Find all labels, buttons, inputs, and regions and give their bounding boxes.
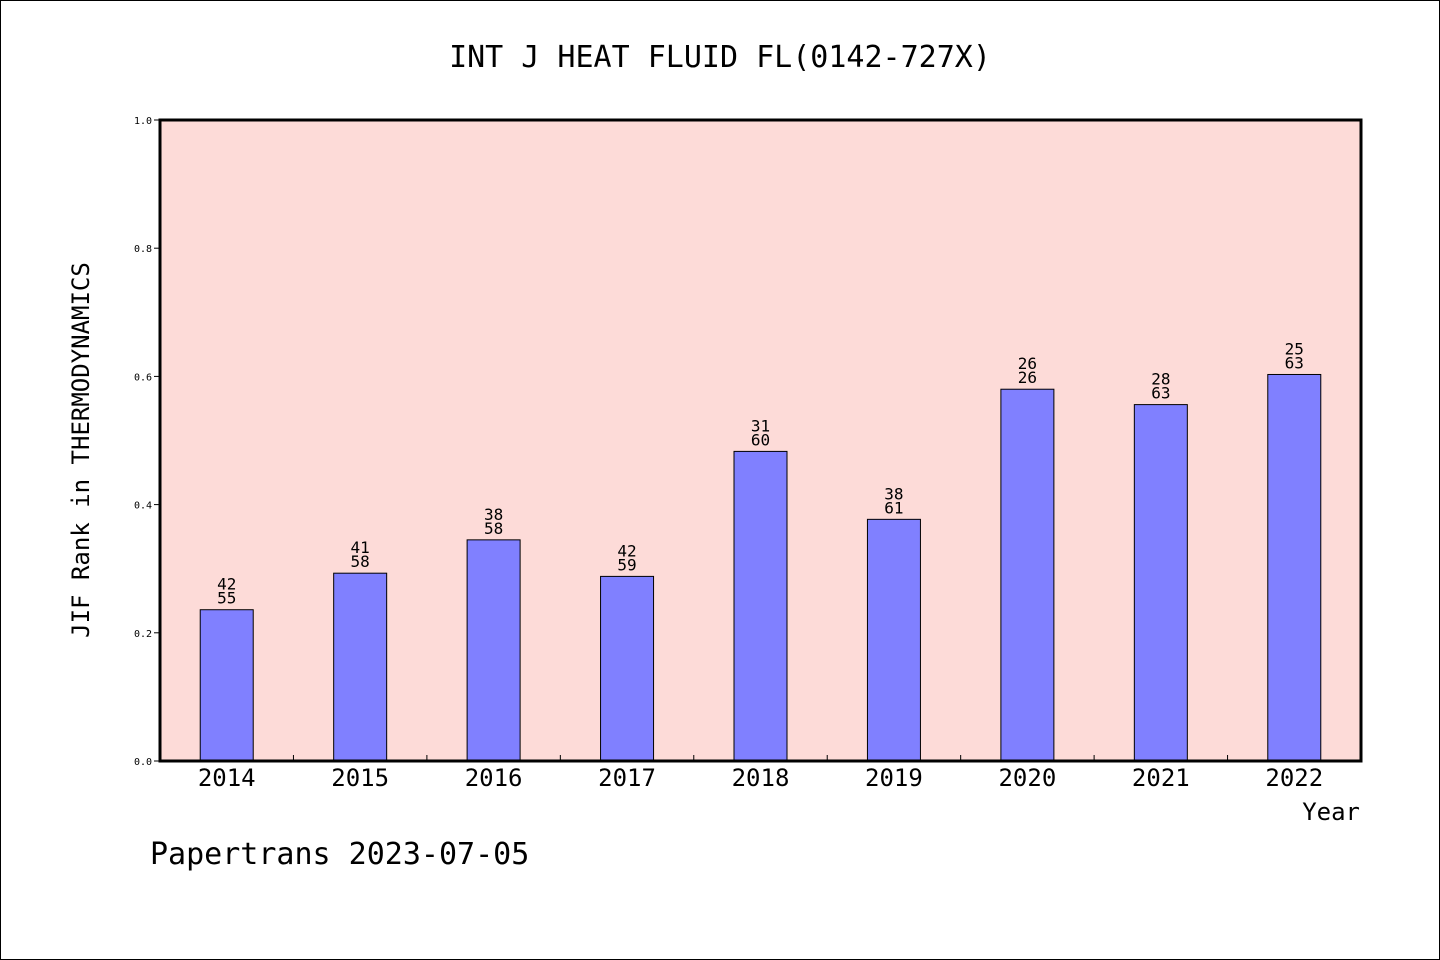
chart-title: INT J HEAT FLUID FL(0142-727X) <box>449 40 991 75</box>
y-tick-label: 0.8 <box>134 244 152 255</box>
rank-label: 42 <box>617 541 636 560</box>
rank-label: 26 <box>1018 354 1037 373</box>
x-tick-label: 2019 <box>865 764 923 792</box>
total-label: 59 <box>617 555 636 574</box>
bar-2021 <box>1133 404 1188 762</box>
x-axis-label: Year <box>1302 798 1360 826</box>
y-tick-label: 0.6 <box>134 372 152 383</box>
bar-2018 <box>733 450 788 762</box>
rank-label: 38 <box>484 505 503 524</box>
y-tick-label: 1.0 <box>134 116 152 127</box>
bar-2020 <box>1000 388 1055 762</box>
y-axis-label: JIF Rank in THERMODYNAMICS <box>67 262 95 638</box>
x-tick-label: 2021 <box>1132 764 1190 792</box>
y-axis: 0.0 0.2 0.4 0.6 0.8 1.0 <box>134 116 160 768</box>
total-label: 58 <box>351 552 370 571</box>
total-label: 63 <box>1285 353 1304 372</box>
y-tick-label: 0.4 <box>134 501 152 512</box>
total-label: 55 <box>217 589 236 608</box>
plot-border <box>158 118 1363 763</box>
total-label: 63 <box>1151 384 1170 403</box>
footer-text: Papertrans 2023-07-05 <box>150 837 529 872</box>
bar-2017 <box>600 575 655 762</box>
rank-label: 28 <box>1151 370 1170 389</box>
bar-2016 <box>466 539 521 762</box>
x-axis: 2014 2015 2016 2017 2018 2019 2020 2021 2022 <box>198 755 1323 792</box>
y-tick-label: 0.2 <box>134 629 152 640</box>
total-label: 60 <box>751 430 770 449</box>
x-tick-label: 2014 <box>198 764 256 792</box>
x-tick-label: 2017 <box>598 764 656 792</box>
bar-2019 <box>866 518 921 762</box>
x-tick-label: 2020 <box>998 764 1056 792</box>
rank-label: 42 <box>217 575 236 594</box>
bar-2015 <box>333 572 388 762</box>
x-tick-label: 2018 <box>732 764 790 792</box>
total-label: 61 <box>884 498 903 517</box>
y-tick-label: 0.0 <box>134 757 152 768</box>
x-tick-label: 2015 <box>331 764 389 792</box>
x-tick-label: 2016 <box>465 764 523 792</box>
bar-2022 <box>1267 373 1322 762</box>
rank-label: 31 <box>751 416 770 435</box>
total-label: 26 <box>1018 368 1037 387</box>
rank-label: 41 <box>351 538 370 557</box>
total-label: 58 <box>484 519 503 538</box>
x-tick-label: 2022 <box>1265 764 1323 792</box>
bar-series <box>199 373 1322 762</box>
rank-label: 25 <box>1285 339 1304 358</box>
bar-2014 <box>199 609 254 762</box>
rank-label: 38 <box>884 484 903 503</box>
